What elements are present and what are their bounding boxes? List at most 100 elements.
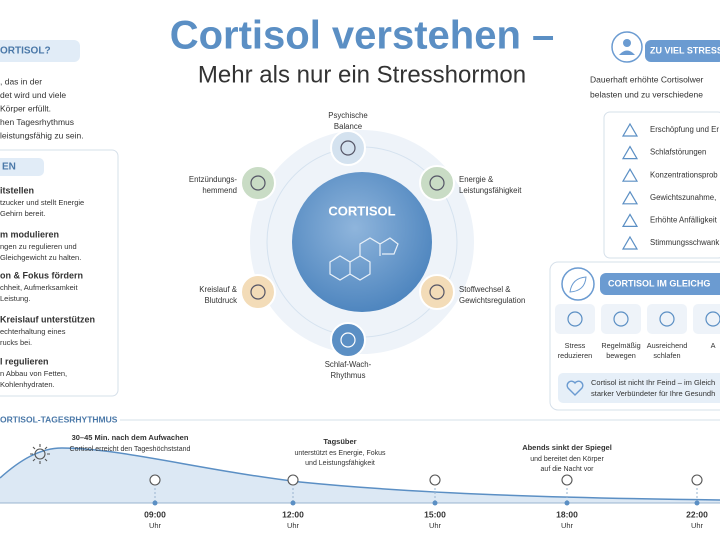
rhythm-curve — [0, 447, 720, 501]
node-icon — [429, 284, 445, 300]
subtitle: Mehr als nur ein Stresshormon — [198, 61, 526, 88]
stress-icon-head — [623, 39, 631, 47]
time-icon — [149, 474, 161, 486]
function-title: Kreislauf unterstützen — [0, 314, 95, 324]
time-dot — [694, 500, 700, 506]
intro-line: hen Tagesrhythmus — [0, 117, 74, 127]
balance-icon — [613, 311, 629, 327]
function-text: chheit, Aufmerksamkeit — [0, 283, 78, 292]
node-icon — [250, 284, 266, 300]
annotation-title: 30–45 Min. nach dem Aufwachen — [72, 433, 189, 442]
note-line: starker Verbündeter für Ihre Gesundh — [591, 389, 715, 398]
node-label: Rhythmus — [330, 371, 365, 380]
function-text: echterhaltung eines — [0, 327, 66, 336]
function-text: Kohlenhydraten. — [0, 380, 55, 389]
intro-line: Körper erfüllt. — [0, 103, 51, 113]
node-icon — [340, 140, 356, 156]
warning-icon — [621, 145, 639, 160]
node-label: Gewichtsregulation — [459, 296, 525, 305]
center-label: CORTISOL — [328, 203, 395, 218]
node-icon — [250, 175, 266, 191]
functions-pill — [0, 158, 44, 176]
time-label: 22:00 — [686, 509, 708, 519]
molecule — [329, 237, 399, 281]
functions-panel — [0, 149, 119, 397]
note-line: Cortisol ist nicht Ihr Feind – im Gleich — [591, 378, 715, 387]
node-label: Psychische — [328, 111, 367, 120]
function-text: Gleichgewicht zu halten. — [0, 253, 81, 262]
stress-item: Stimmungsschwank — [650, 238, 719, 247]
leaf — [569, 276, 587, 293]
balance-tile — [601, 304, 641, 334]
time-dot — [290, 500, 296, 506]
balance-label: bewegen — [606, 351, 636, 360]
node — [330, 322, 366, 358]
leaf-icon — [561, 267, 595, 301]
time-icon — [561, 474, 573, 486]
time-label: 15:00 — [424, 509, 446, 519]
node-label: Blutdruck — [204, 296, 237, 305]
stress-item: Gewichtszunahme, — [650, 193, 716, 202]
node — [419, 274, 455, 310]
time-label: 12:00 — [282, 509, 304, 519]
node-label: Balance — [334, 122, 362, 131]
function-text: ngen zu regulieren und — [0, 242, 77, 251]
intro-pill — [0, 40, 80, 62]
warning-icon — [621, 190, 639, 205]
cortisol-circle — [292, 172, 432, 312]
intro-line: det wird und viele — [0, 90, 66, 100]
functions-heading: EN — [2, 162, 16, 173]
time-icon — [287, 474, 299, 486]
annotation-title: Abends sinkt der Spiegel — [522, 443, 612, 452]
time-unit: Uhr — [149, 521, 162, 530]
warning-icon — [621, 213, 639, 227]
node — [240, 165, 276, 201]
function-text: n Abbau von Fetten, — [0, 369, 67, 378]
balance-icon — [567, 311, 583, 327]
function-title: l regulieren — [0, 356, 49, 366]
node-label: Entzündungs- — [189, 175, 238, 184]
heart-icon — [566, 380, 584, 396]
warning-icon — [621, 235, 639, 250]
node-label: Stoffwechsel & — [459, 285, 511, 294]
balance-panel — [549, 261, 720, 411]
node-icon — [429, 175, 445, 191]
warning-icon — [621, 168, 639, 182]
node — [240, 274, 276, 310]
node — [330, 130, 366, 166]
balance-icon — [705, 311, 720, 327]
warning-icon — [621, 122, 639, 137]
intro-heading: ORTISOL? — [0, 46, 51, 57]
function-text: rucks bei. — [0, 338, 32, 347]
node-label: Kreislauf & — [199, 285, 238, 294]
annotation-text: unterstützt es Energie, Fokus — [294, 450, 386, 457]
function-text: Leistung. — [0, 294, 30, 303]
annotation-text: und Leistungsfähigkeit — [305, 460, 375, 467]
balance-icon — [659, 311, 675, 327]
function-title: m modulieren — [0, 229, 59, 239]
balance-tile — [555, 304, 595, 334]
balance-label: A — [711, 341, 716, 350]
time-unit: Uhr — [561, 521, 574, 530]
stress-heading: ZU VIEL STRESS — [650, 45, 720, 55]
function-text: tzucker und stellt Energie — [0, 198, 84, 207]
stress-line: belasten und zu verschiedene — [590, 89, 703, 99]
intro-line: leistungsfähig zu sein. — [0, 130, 84, 140]
annotation-title: Tagsüber — [323, 437, 356, 446]
time-dot — [432, 500, 438, 506]
time-unit: Uhr — [429, 521, 442, 530]
time-dot — [152, 500, 158, 506]
time-label: 18:00 — [556, 509, 578, 519]
time-icon — [429, 474, 441, 486]
function-title: itstellen — [0, 185, 34, 195]
node — [419, 165, 455, 201]
stress-pill — [645, 40, 720, 62]
note-box — [558, 373, 720, 403]
balance-label: schlafen — [653, 351, 680, 360]
balance-tile — [647, 304, 687, 334]
time-unit: Uhr — [691, 521, 704, 530]
annotation-text: Cortisol erreicht den Tageshöchststand — [70, 446, 191, 453]
node-icon — [340, 332, 356, 348]
